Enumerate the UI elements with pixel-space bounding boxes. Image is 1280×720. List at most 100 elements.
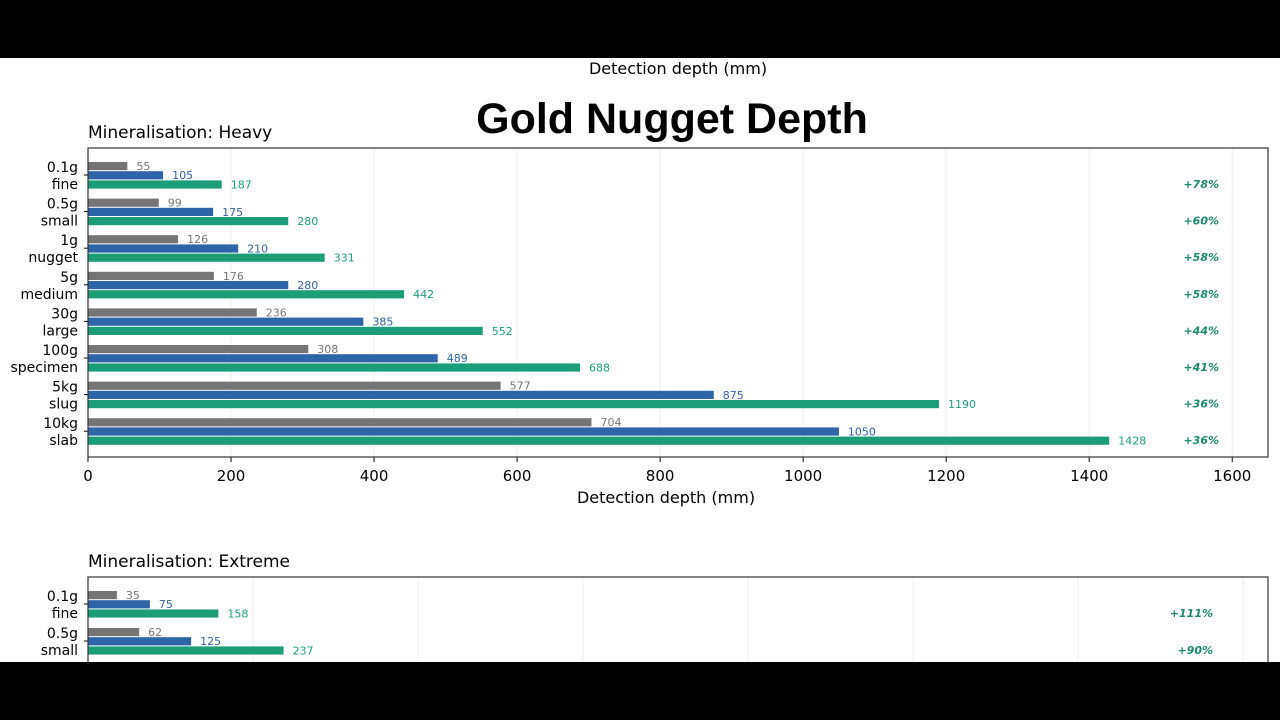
y-tick-label: medium <box>20 287 78 303</box>
panel-heavy: Mineralisation: Heavy 0 200 400 600 800 1000 12… <box>10 123 1269 507</box>
axes-frame <box>87 576 1269 662</box>
y-tick-label: slug <box>49 397 78 413</box>
bar-series-3 <box>88 326 483 335</box>
bar-value-label: 331 <box>334 252 355 265</box>
panel-title: Mineralisation: Heavy <box>88 123 272 143</box>
bar-series-2 <box>88 244 239 253</box>
y-tick-label: small <box>41 643 78 659</box>
bar-value-label: 875 <box>723 389 744 402</box>
x-tick-label: 1400 <box>1070 467 1108 485</box>
percent-gain-label: +58% <box>1183 288 1219 301</box>
bar-value-label: 1050 <box>848 425 876 438</box>
y-tick-label: 30g <box>51 306 78 322</box>
figure-title: Gold Nugget Depth <box>476 95 868 143</box>
bar-series-3 <box>88 217 289 226</box>
bar-series-1 <box>88 418 592 427</box>
bar-series-1 <box>88 628 140 637</box>
bar-series-1 <box>88 381 501 390</box>
bar-value-label: 704 <box>600 416 621 429</box>
percent-gain-label: +36% <box>1183 434 1219 447</box>
bar-value-label: 688 <box>589 361 610 374</box>
bar-value-label: 105 <box>172 169 193 182</box>
y-tick-label: 5kg <box>52 380 78 396</box>
percent-gain-label: +41% <box>1183 361 1219 374</box>
y-tick-label: 10kg <box>43 416 78 432</box>
x-tick-label: 1000 <box>784 467 822 485</box>
bar-value-label: 158 <box>227 607 248 620</box>
bar-value-label: 187 <box>231 178 252 191</box>
y-tick-label: fine <box>52 177 78 193</box>
bar-series-1 <box>88 235 179 244</box>
bar-value-label: 385 <box>372 316 393 329</box>
y-tick-label: 0.5g <box>47 197 78 213</box>
bar-value-label: 308 <box>317 343 338 356</box>
bar-series-1 <box>88 591 117 600</box>
bar-series-2 <box>88 637 192 646</box>
bar-series-1 <box>88 345 309 354</box>
y-tick-label: small <box>41 214 78 230</box>
bar-value-label: 125 <box>200 635 221 648</box>
x-tick-label: 1600 <box>1213 467 1251 485</box>
bar-value-label: 175 <box>222 206 243 219</box>
x-tick-label: 600 <box>503 467 532 485</box>
panel-title: Mineralisation: Extreme <box>88 552 290 572</box>
y-tick-label: 5g <box>60 270 78 286</box>
bar-series-3 <box>88 646 284 655</box>
bar-value-label: 210 <box>247 242 268 255</box>
y-tick-label: 0.5g <box>47 626 78 642</box>
bar-value-label: 126 <box>187 233 208 246</box>
bar-value-label: 75 <box>159 598 173 611</box>
bar-series-1 <box>88 308 257 317</box>
bar-series-1 <box>88 271 214 280</box>
bar-series-3 <box>88 609 219 618</box>
percent-gain-label: +44% <box>1183 324 1219 337</box>
chart-svg: Detection depth (mm) Gold Nugget Depth M… <box>10 59 1269 662</box>
bar-series-1 <box>88 162 128 171</box>
bar-series-2 <box>88 281 289 290</box>
percent-gain-label: +78% <box>1183 178 1219 191</box>
x-tick-label: 1200 <box>927 467 965 485</box>
percent-gain-label: +58% <box>1183 251 1219 264</box>
bar-series-3 <box>88 363 581 372</box>
bar-series-2 <box>88 171 164 180</box>
axes-frame <box>87 147 1269 458</box>
x-tick-label: 200 <box>217 467 246 485</box>
percent-gain-label: +36% <box>1183 398 1219 411</box>
bar-series-2 <box>88 354 438 363</box>
bar-value-label: 236 <box>266 306 287 319</box>
y-tick-label: 1g <box>60 233 78 249</box>
x-tick-label: 800 <box>646 467 675 485</box>
bar-series-2 <box>88 207 214 216</box>
bar-value-label: 1190 <box>948 398 976 411</box>
y-tick-label: 0.1g <box>47 589 78 605</box>
bar-value-label: 577 <box>510 380 531 393</box>
top-axis-label: Detection depth (mm) <box>589 59 767 78</box>
bar-series-2 <box>88 427 839 436</box>
x-axis-label: Detection depth (mm) <box>577 488 755 507</box>
bar-value-label: 62 <box>148 626 162 639</box>
bar-value-label: 237 <box>293 644 314 657</box>
bar-value-label: 442 <box>413 288 434 301</box>
percent-gain-label: +111% <box>1170 607 1213 620</box>
bar-value-label: 55 <box>136 160 150 173</box>
x-tick-label: 0 <box>83 467 93 485</box>
bar-value-label: 99 <box>168 197 182 210</box>
bar-series-3 <box>88 436 1110 445</box>
bar-value-label: 1428 <box>1118 435 1146 448</box>
bar-series-2 <box>88 390 714 399</box>
percent-gain-label: +60% <box>1183 215 1219 228</box>
bar-value-label: 552 <box>492 325 513 338</box>
bar-series-1 <box>88 198 159 207</box>
figure: Detection depth (mm) Gold Nugget Depth M… <box>0 58 1280 662</box>
bar-series-3 <box>88 180 222 189</box>
bar-series-3 <box>88 290 405 299</box>
bar-value-label: 35 <box>126 589 140 602</box>
bar-value-label: 176 <box>223 270 244 283</box>
y-tick-label: nugget <box>28 250 78 266</box>
y-tick-label: 0.1g <box>47 160 78 176</box>
bar-value-label: 280 <box>297 215 318 228</box>
percent-gain-label: +90% <box>1177 644 1213 657</box>
bar-value-label: 489 <box>447 352 468 365</box>
bar-series-3 <box>88 253 325 262</box>
